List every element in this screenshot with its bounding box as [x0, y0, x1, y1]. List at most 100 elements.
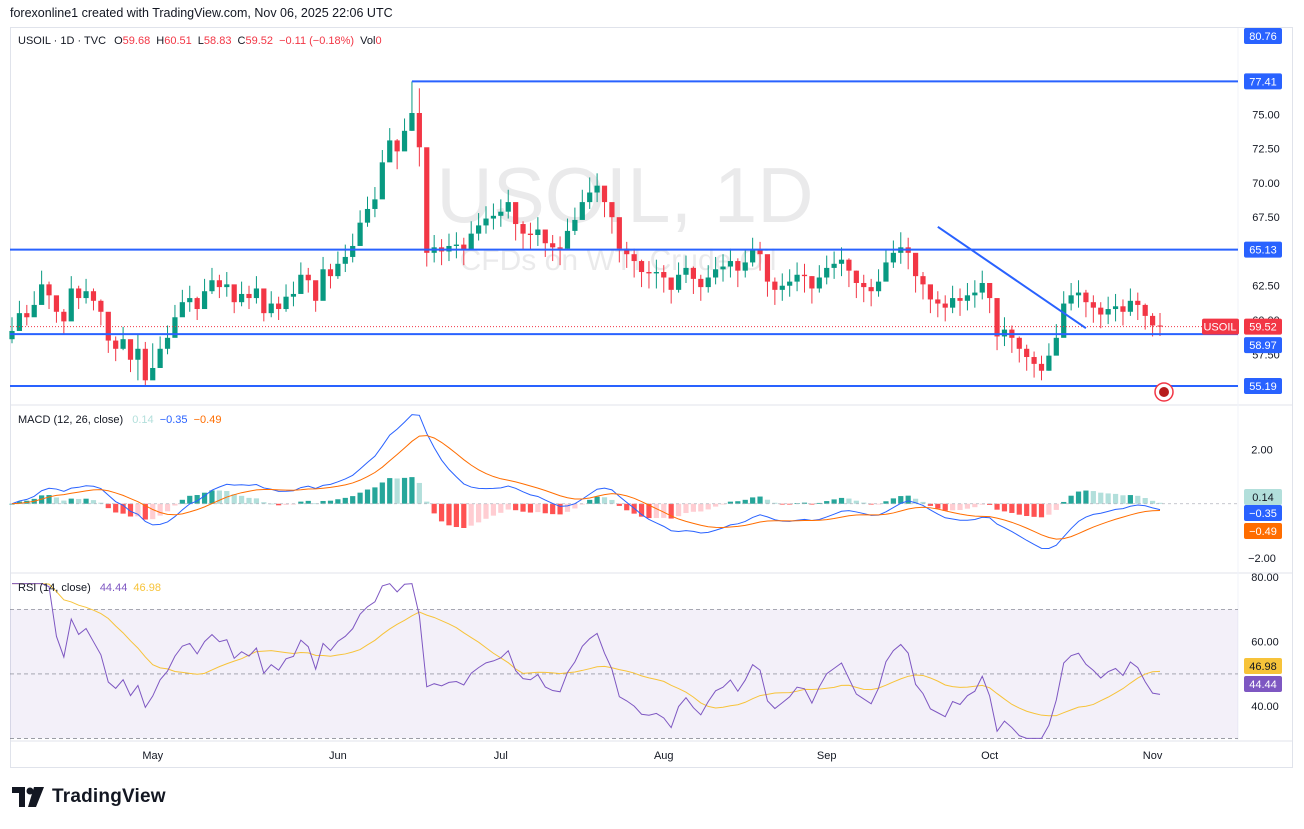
candle-body [268, 303, 274, 314]
candle-body [261, 288, 267, 314]
candle-body [120, 339, 126, 349]
macd-histogram-bar [535, 503, 541, 513]
low-label: L [197, 35, 204, 47]
macd-histogram-bar [742, 499, 748, 504]
candle-body [1127, 300, 1133, 312]
macd-value-label: −0.35 [1249, 508, 1277, 520]
candle-body [801, 274, 808, 277]
candle-body [453, 244, 459, 246]
macd-histogram-bar [1135, 495, 1141, 504]
rsi-legend: RSI (14, close) 44.44 46.98 [18, 582, 161, 594]
candle-body [505, 202, 511, 212]
price-axis-tick: 67.50 [1252, 212, 1280, 224]
candle-body [1083, 292, 1089, 303]
macd-histogram-bar [476, 503, 482, 523]
macd-histogram-bar [705, 503, 711, 510]
trendline [937, 225, 1087, 330]
close-value: 59.52 [245, 35, 273, 47]
macd-histogram-bar [16, 501, 23, 504]
macd-histogram-bar [105, 503, 111, 509]
low-value: 58.83 [203, 35, 232, 47]
candle-body [1038, 363, 1045, 371]
candle-body [868, 287, 874, 292]
rsi-ma-value-label-bg [1244, 658, 1282, 674]
macd-histogram-bar [713, 503, 719, 507]
macd-histogram-bar [357, 492, 363, 504]
candle-body [935, 299, 941, 304]
candle-body [912, 252, 919, 277]
candle-body [831, 263, 837, 268]
candle-body [1053, 337, 1059, 356]
candle-body [127, 339, 134, 360]
high-value: 60.51 [164, 35, 192, 47]
candle-body [616, 217, 622, 249]
macd-histogram-bar [1120, 495, 1126, 504]
candle-body [920, 276, 926, 285]
macd-histogram-bar [46, 495, 52, 504]
macd-histogram-bar [327, 500, 334, 504]
macd-histogram-bar [950, 503, 956, 511]
candle-body [1075, 292, 1082, 296]
candle-body [594, 185, 600, 193]
macd-histogram-bar [609, 499, 615, 504]
candle-body [216, 280, 222, 288]
candle-body [76, 288, 82, 299]
macd-histogram-bar [298, 501, 304, 504]
time-axis-tick: Jun [329, 750, 347, 762]
candle-body [394, 140, 400, 152]
candle-body [490, 215, 497, 219]
macd-histogram-bar [1068, 495, 1074, 504]
candle-body [572, 219, 578, 231]
macd-histogram-bar [268, 503, 274, 505]
macd-histogram-bar [787, 503, 793, 505]
macd-histogram-bar [505, 503, 511, 510]
macd-histogram-bar [187, 495, 193, 504]
candle-body [987, 282, 993, 299]
tradingview-logo-icon [12, 787, 44, 807]
candle-body [194, 298, 200, 310]
candle-body [1046, 355, 1052, 371]
macd-histogram-bar [1083, 490, 1089, 504]
tradingview-logo[interactable]: TradingView [12, 786, 166, 808]
macd-histogram-bar [231, 494, 237, 504]
candle-body [646, 272, 652, 274]
candle-body [98, 300, 104, 312]
macd-histogram-bar [638, 503, 645, 517]
candle-body [927, 284, 933, 300]
macd-histogram-bar [1098, 492, 1104, 504]
macd-title: MACD (12, 26, close) [18, 414, 124, 426]
macd-histogram-bar [1149, 500, 1156, 504]
macd-histogram-bar [1031, 503, 1037, 517]
macd-histogram-bar [853, 500, 859, 504]
macd-histogram-bar [927, 503, 933, 506]
macd-line [11, 414, 1161, 549]
macd-histogram-bar [424, 501, 430, 504]
candle-body [779, 285, 785, 290]
candle-body [587, 192, 593, 203]
candle-body [1135, 300, 1141, 305]
macd-histogram-bar [994, 503, 1000, 510]
time-axis-tick: Oct [981, 750, 998, 762]
macd-histogram-bar [1090, 491, 1096, 504]
candle-body [816, 277, 822, 289]
candle-body [713, 269, 719, 278]
price-axis-tick: 75.00 [1252, 109, 1280, 121]
macd-histogram-bar [201, 492, 208, 504]
macd-histogram-bar [394, 478, 400, 504]
candle-body [698, 278, 704, 288]
event-flag-icon-inner [1159, 387, 1169, 397]
candle-body [364, 208, 371, 223]
chart-frame [10, 27, 1293, 768]
candle-body [550, 243, 556, 248]
macd-histogram-bar [61, 500, 67, 504]
macd-histogram-bar [690, 503, 696, 512]
macd-histogram-bar [1009, 503, 1015, 513]
macd-histogram-bar [216, 490, 222, 504]
macd-histogram-bar [468, 503, 474, 526]
price-label: 65.13 [1249, 245, 1277, 257]
candle-body [757, 250, 763, 255]
macd-histogram-bar [157, 503, 163, 516]
watermark-symbol: USOIL, 1D [436, 151, 813, 239]
macd-histogram-bar [868, 503, 874, 505]
